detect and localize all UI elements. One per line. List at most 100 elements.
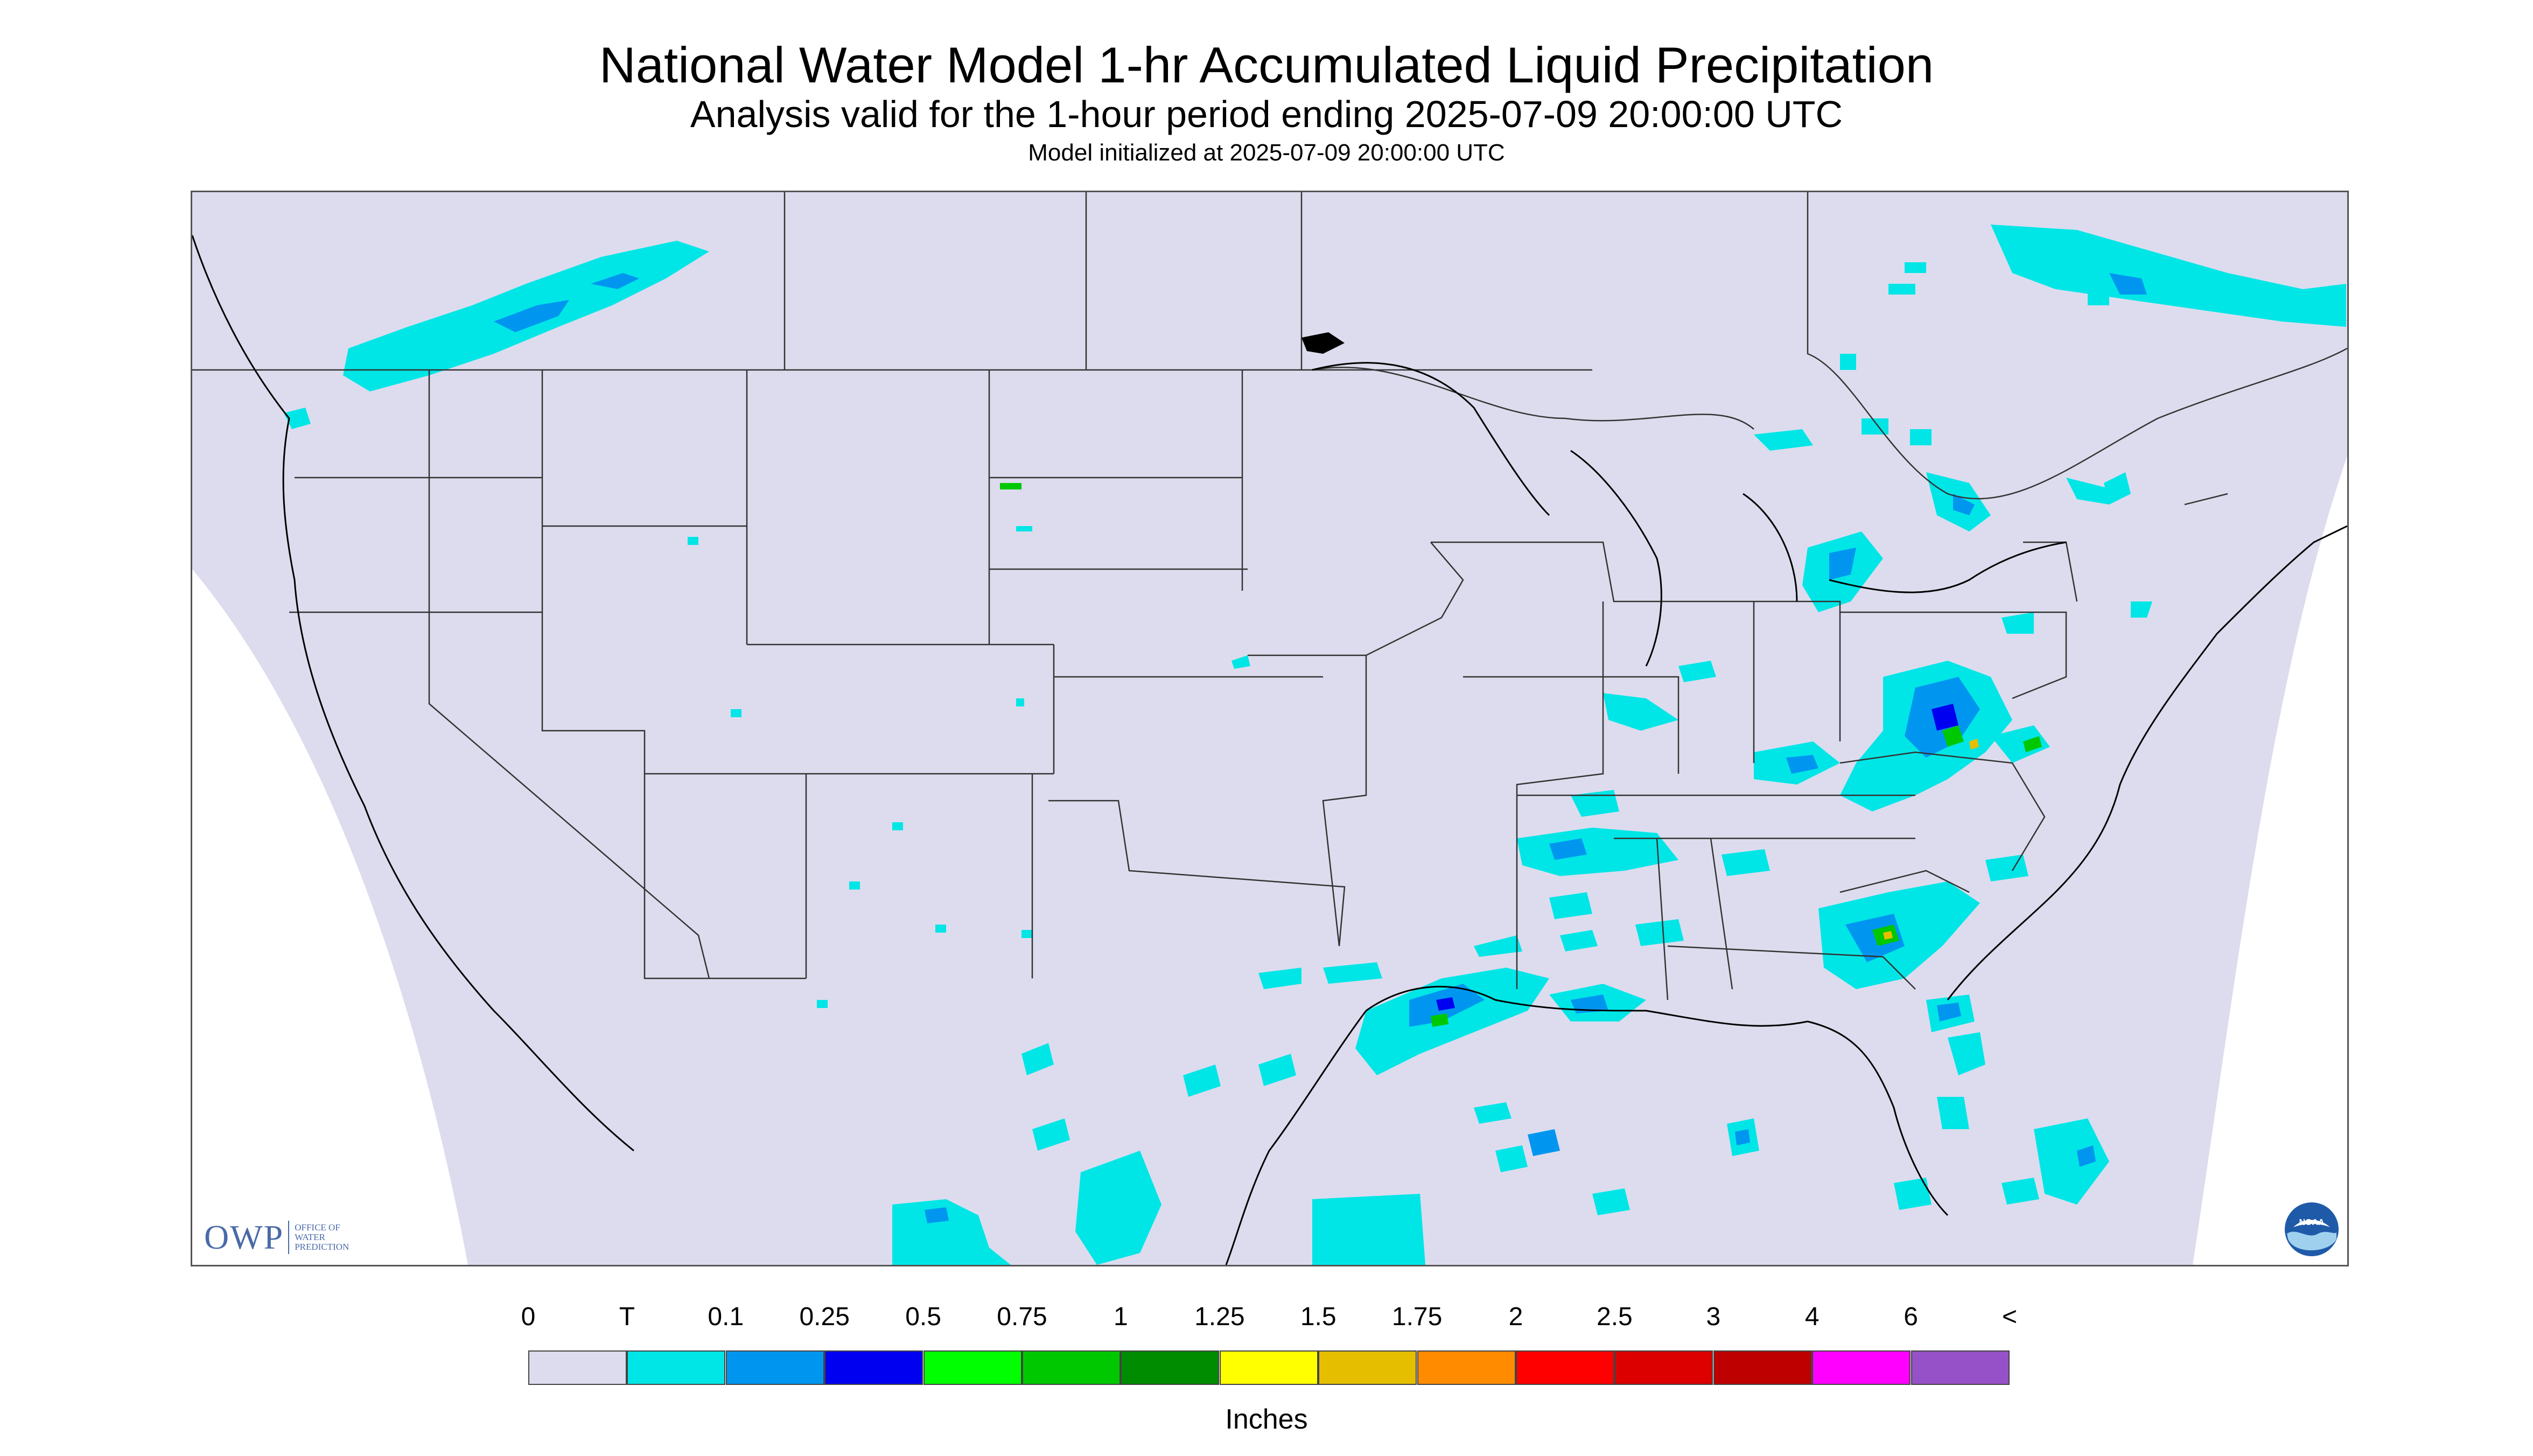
legend-swatch [1713,1350,1812,1385]
precip-cell [935,925,946,933]
legend-tick-label: 2.5 [1597,1303,1633,1331]
precip-cell [1937,1003,1961,1021]
legend-swatch [1614,1350,1713,1385]
precip-cell [1888,284,1915,295]
precip-cell [1910,429,1932,445]
precip-cell [1722,849,1770,876]
owp-logo-divider [288,1221,290,1254]
precip-cell [494,300,569,332]
precip-cell [1355,968,1549,1075]
legend-swatch [627,1350,726,1385]
owp-logo-subtext: OFFICE OF WATER PREDICTION [295,1222,349,1252]
precip-cell [925,1207,949,1223]
precip-cell [2066,478,2109,505]
precip-cell [1075,1151,1161,1265]
precip-cell [2077,1145,2096,1167]
legend-tick-label: 3 [1706,1303,1721,1331]
precip-cell [1021,1043,1054,1075]
precip-cell [1932,704,1958,731]
legend-swatch [824,1350,923,1385]
precip-cell [1016,526,1032,531]
state-boundaries [192,192,2347,1000]
precip-cell [1969,739,1979,750]
legend-tick-label: 1 [1114,1303,1128,1331]
precip-cell [2131,601,2152,618]
precip-cell [2104,472,2131,505]
legend-swatch [725,1350,824,1385]
precip-cell [1258,1054,1296,1086]
precip-cell [2109,273,2147,295]
lake-of-the-woods-shape [1302,332,1345,354]
precip-cell [284,408,311,429]
legend-tick-label: 6 [1904,1303,1918,1331]
owp-logo-letters: OWP [204,1218,284,1256]
precip-cell [1474,935,1522,957]
precip-cell [1000,483,1021,489]
legend-swatch [1417,1350,1516,1385]
map-subtitle: Analysis valid for the 1-hour period end… [690,93,1843,135]
legend-tick-label: T [619,1303,635,1331]
legend-swatch [1022,1350,1121,1385]
owp-logo: OWP OFFICE OF WATER PREDICTION [204,1217,375,1257]
precip-cell [1436,997,1455,1011]
precip-cell [1495,1145,1528,1172]
model-init-line: Model initialized at 2025-07-09 20:00:00… [1028,139,1505,166]
precip-cell [892,1199,1011,1265]
precipitation-cells [284,225,2346,1265]
precip-cell [1991,725,2050,763]
precip-cell [688,537,698,545]
precip-cell [1571,790,1619,817]
precip-cell [1549,892,1592,919]
legend-tick-label: 0 [521,1303,536,1331]
legend-swatch [923,1350,1022,1385]
precip-cell [1603,693,1678,731]
precip-cell [1905,262,1926,273]
legend-swatch [1121,1350,1220,1385]
precip-cell [2002,612,2034,634]
legend-tick-label: 0.5 [905,1303,941,1331]
precip-cell [1678,661,1716,682]
coastlines [192,235,2347,1265]
precip-cell [1323,962,1382,984]
precip-cell [849,881,860,890]
noaa-logo-text: NOAA [2299,1218,2325,1227]
legend-unit-label: Inches [1225,1404,1308,1435]
precip-cell [1312,1194,1425,1265]
precip-cell [817,1000,828,1008]
precip-cell [2088,289,2109,305]
precip-cell [1883,931,1893,940]
precip-cell [1528,1129,1560,1156]
precip-cell [1231,655,1250,669]
model-domain [192,192,2347,1265]
legend-tick-label: 2 [1508,1303,1523,1331]
legend-tick-label: 1.25 [1194,1303,1245,1331]
legend-tick-label: 0.25 [799,1303,850,1331]
precip-cell [591,273,639,289]
precip-cell [1829,548,1856,580]
noaa-logo-icon: NOAA [2285,1202,2339,1256]
legend-tick-label: < [2002,1303,2018,1331]
legend-swatch [1812,1350,1911,1385]
map-panel: OWP OFFICE OF WATER PREDICTION NOAA [191,191,2349,1266]
precip-cell [1786,755,1818,774]
precip-cell [1894,1178,1932,1210]
precip-cell [1571,995,1608,1013]
precip-cell [1560,930,1598,951]
precip-cell [1258,968,1302,989]
precip-cell [1991,225,2346,327]
precip-cell [1948,1032,1985,1075]
legend-tick-label: 1.75 [1391,1303,1443,1331]
precip-cell [1862,418,1888,435]
precip-cell [1549,838,1587,860]
legend-tick-label: 0.1 [708,1303,744,1331]
precip-cell [1474,1102,1512,1124]
precip-cell [2034,1118,2109,1205]
precip-cell [1754,429,1813,451]
precip-cell [2023,736,2042,752]
legend-swatch [1318,1350,1417,1385]
precip-cell [1517,828,1678,876]
precip-cell [1032,1118,1070,1151]
legend-swatch [1911,1350,2010,1385]
legend-swatch [1219,1350,1318,1385]
precip-cell [1183,1065,1221,1097]
